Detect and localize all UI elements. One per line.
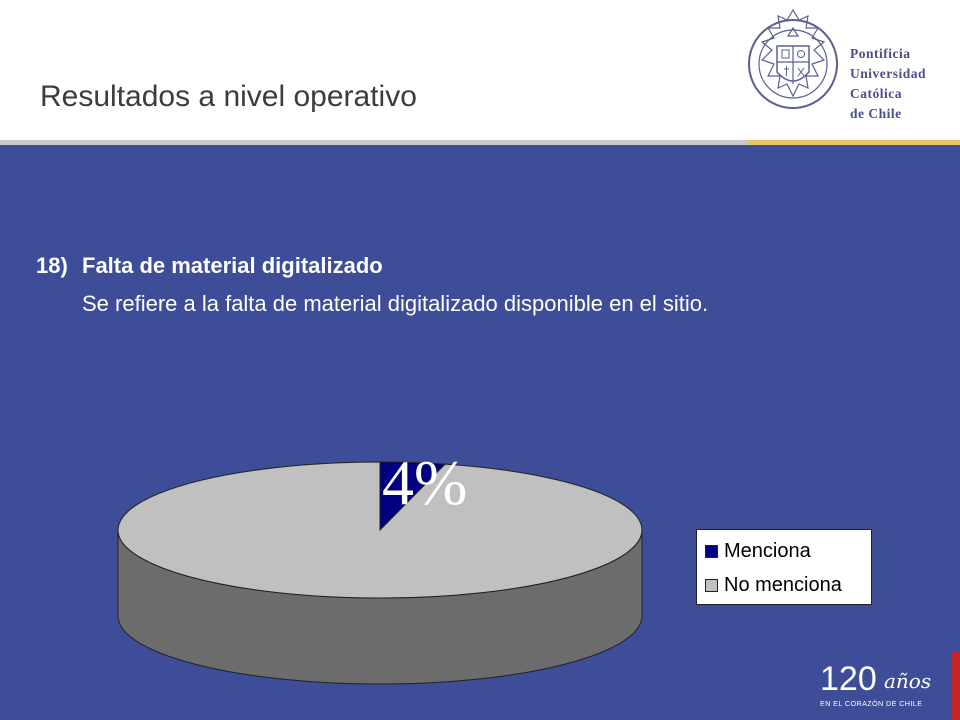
anniversary-number: 120 [820,660,877,698]
legend-item-no-menciona: No menciona [705,572,842,598]
legend-swatch-menciona [705,544,718,558]
accent-red-bar [952,652,960,720]
page-title: Resultados a nivel operativo [40,80,417,113]
anniversary-tagline: EN EL CORAZÓN DE CHILE [820,699,922,708]
logo-line-3: Católica [850,86,902,101]
logo-line-1: Pontificia [850,46,911,61]
question-title: Falta de material digitalizado [82,253,383,278]
anniversary-word: años [884,669,931,693]
university-seal-icon [748,8,838,109]
header-divider-gold [748,140,960,148]
anniversary-logo: 120 años EN EL CORAZÓN DE CHILE [820,660,931,708]
legend-label-menciona: Menciona [724,539,811,562]
university-logo-text: Pontificia Universidad Católica de Chile [850,44,926,124]
data-label-menciona: 4% [382,447,467,518]
logo-line-2: Universidad [850,66,927,81]
header-divider-gray [0,140,748,145]
legend-swatch-no-menciona [705,578,718,592]
legend-item-menciona: Menciona [705,538,811,564]
chart-legend: Menciona No menciona [696,529,872,605]
question-number: 18) [36,253,68,278]
logo-line-4: de Chile [850,106,902,121]
pie-slice-no-menciona [117,461,643,599]
slide-header: Resultados a nivel operativo Pontificia … [0,0,960,140]
legend-label-no-menciona: No menciona [724,573,842,596]
question-description: Se refiere a la falta de material digita… [82,291,709,316]
